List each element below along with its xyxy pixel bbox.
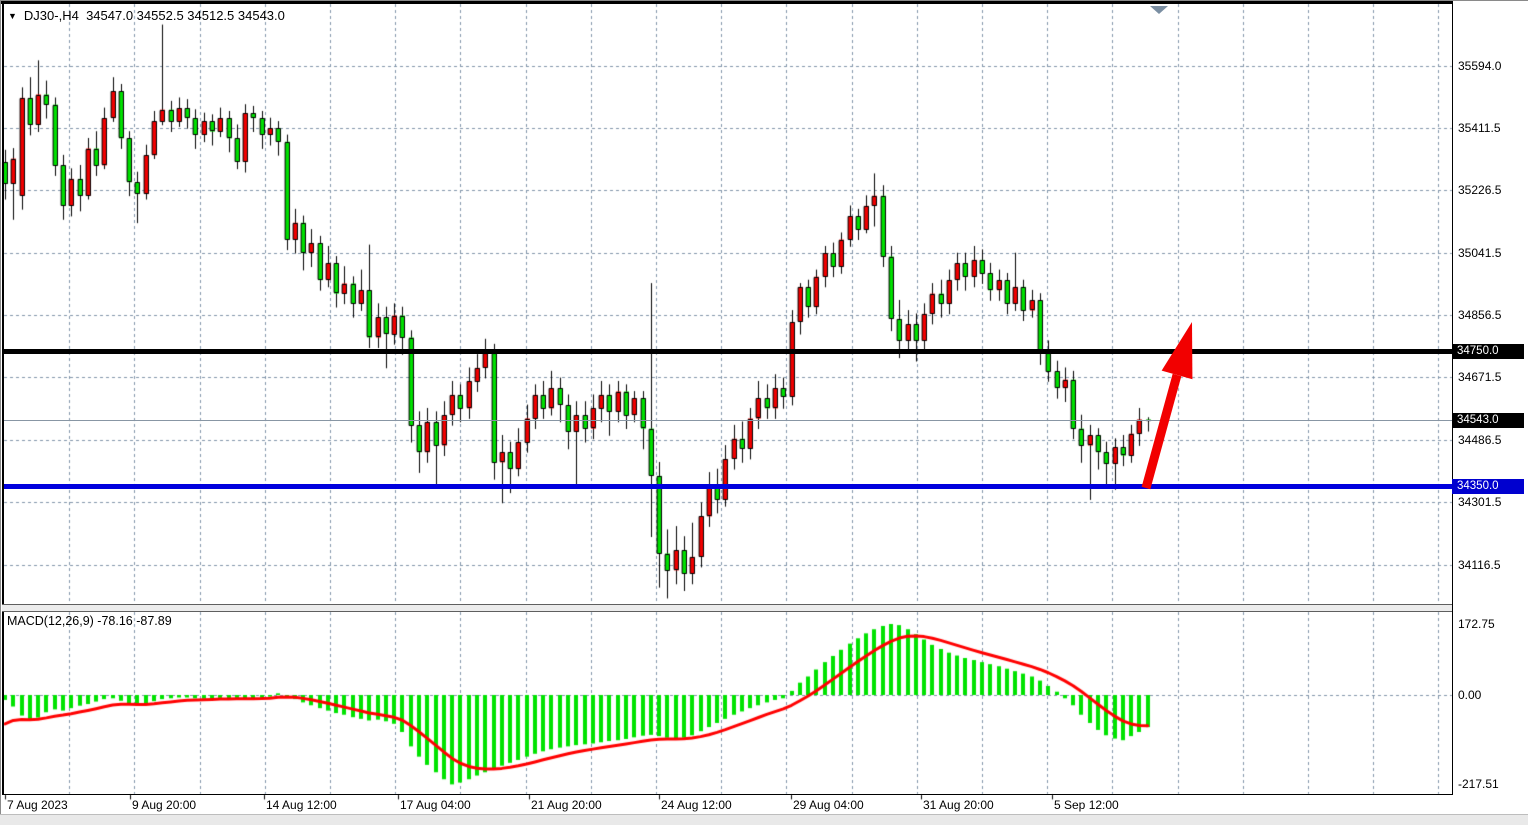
ohlc-values: 34547.0 34552.5 34512.5 34543.0 bbox=[86, 8, 285, 23]
price-axis-label: 34856.5 bbox=[1458, 308, 1502, 323]
window-top-border bbox=[0, 0, 1528, 1]
chart-shift-icon[interactable] bbox=[1149, 5, 1169, 15]
macd-axis-label: -217.51 bbox=[1458, 777, 1499, 792]
chart-dropdown-triangle-icon[interactable]: ▼ bbox=[8, 11, 17, 21]
resistance-line[interactable] bbox=[4, 348, 1452, 354]
time-axis-label: 21 Aug 20:00 bbox=[531, 798, 602, 812]
price-axis-label: 34486.5 bbox=[1458, 432, 1502, 447]
time-axis-label: 17 Aug 04:00 bbox=[400, 798, 471, 812]
time-axis-label: 9 Aug 20:00 bbox=[132, 798, 197, 812]
price-axis-label: 35411.5 bbox=[1458, 120, 1501, 135]
chart-top-border bbox=[0, 1, 1452, 4]
price-axis-label: 34116.5 bbox=[1458, 557, 1501, 572]
macd-axis-label: 172.75 bbox=[1458, 616, 1495, 631]
symbol-period-label: DJ30-,H4 bbox=[23, 8, 79, 23]
time-axis-label: 5 Sep 12:00 bbox=[1054, 798, 1119, 812]
time-axis-label: 14 Aug 12:00 bbox=[266, 798, 337, 812]
macd-bottom-border bbox=[2, 794, 1453, 795]
price-axis-label: 35041.5 bbox=[1458, 245, 1502, 260]
resistance-price-badge: 34750.0 bbox=[1452, 343, 1524, 359]
time-axis-label: 31 Aug 20:00 bbox=[923, 798, 994, 812]
time-axis-label: 24 Aug 12:00 bbox=[661, 798, 732, 812]
price-axis-border bbox=[1452, 1, 1453, 795]
macd-axis-label: 0.00 bbox=[1458, 688, 1482, 702]
time-axis-label: 7 Aug 2023 bbox=[7, 798, 68, 812]
price-axis-label: 35226.5 bbox=[1458, 183, 1502, 198]
time-axis-label: 29 Aug 04:00 bbox=[793, 798, 864, 812]
macd-indicator-label: MACD(12,26,9) -78.16 -87.89 bbox=[7, 614, 172, 628]
current-price-line bbox=[4, 420, 1452, 422]
window-left-border bbox=[0, 0, 1, 815]
price-axis-label: 34671.5 bbox=[1458, 370, 1502, 385]
support-line[interactable] bbox=[4, 483, 1452, 489]
pane-separator[interactable] bbox=[2, 604, 1452, 612]
chart-left-border bbox=[2, 1, 4, 795]
window-bottom-strip bbox=[0, 814, 1528, 825]
price-axis-label: 34301.5 bbox=[1458, 495, 1502, 510]
support-price-badge: 34350.0 bbox=[1452, 478, 1524, 494]
current-price-badge: 34543.0 bbox=[1452, 413, 1524, 429]
chart-title: ▼ DJ30-,H4 34547.0 34552.5 34512.5 34543.… bbox=[8, 8, 285, 23]
price-axis-label: 35594.0 bbox=[1458, 59, 1502, 74]
